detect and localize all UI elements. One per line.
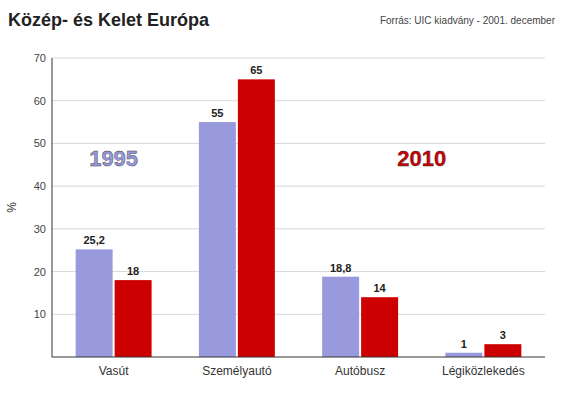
grid-line — [52, 100, 545, 101]
series-name: 2010 — [397, 146, 446, 171]
chart-container: Közép- és Kelet Európa Forrás: UIC kiadvá… — [0, 0, 563, 401]
y-tick-label: 30 — [34, 223, 46, 235]
bar — [115, 280, 152, 357]
data-label: 1 — [461, 338, 467, 350]
y-axis-label: % — [5, 202, 19, 213]
data-label: 3 — [500, 329, 506, 341]
bar — [484, 344, 521, 357]
data-label: 18,8 — [330, 262, 351, 274]
x-axis-line — [52, 357, 545, 358]
grid-line — [52, 58, 545, 59]
y-tick-label: 10 — [34, 308, 46, 320]
bars — [76, 79, 522, 357]
title: Közép- és Kelet Európa — [8, 10, 210, 30]
y-tick-label: 70 — [34, 52, 46, 64]
grid — [52, 58, 545, 314]
x-tick-label: Vasút — [99, 364, 129, 378]
x-tick-label: Személyautó — [202, 364, 272, 378]
chart-svg: Közép- és Kelet Európa Forrás: UIC kiadvá… — [0, 0, 563, 401]
grid-line — [52, 143, 545, 144]
data-label: 55 — [211, 107, 223, 119]
grid-line — [52, 228, 545, 229]
y-tick-label: 40 — [34, 180, 46, 192]
data-label: 18 — [127, 265, 139, 277]
bar — [322, 277, 359, 357]
series-name: 1995 — [89, 146, 138, 171]
y-axis-line — [52, 58, 53, 357]
y-tick-label: 60 — [34, 95, 46, 107]
source: Forrás: UIC kiadvány - 2001. december — [380, 15, 556, 26]
bar — [76, 249, 113, 357]
x-tick-label: Légiközlekedés — [442, 364, 525, 378]
data-label: 25,2 — [83, 234, 104, 246]
bar — [199, 122, 236, 357]
bar — [445, 353, 482, 357]
y-tick-label: 20 — [34, 266, 46, 278]
y-tick-label: 50 — [34, 137, 46, 149]
data-label: 14 — [373, 282, 386, 294]
bar — [238, 79, 275, 357]
bar — [361, 297, 398, 357]
grid-line — [52, 186, 545, 187]
grid-line — [52, 271, 545, 272]
data-label: 65 — [250, 64, 262, 76]
x-tick-label: Autóbusz — [335, 364, 385, 378]
